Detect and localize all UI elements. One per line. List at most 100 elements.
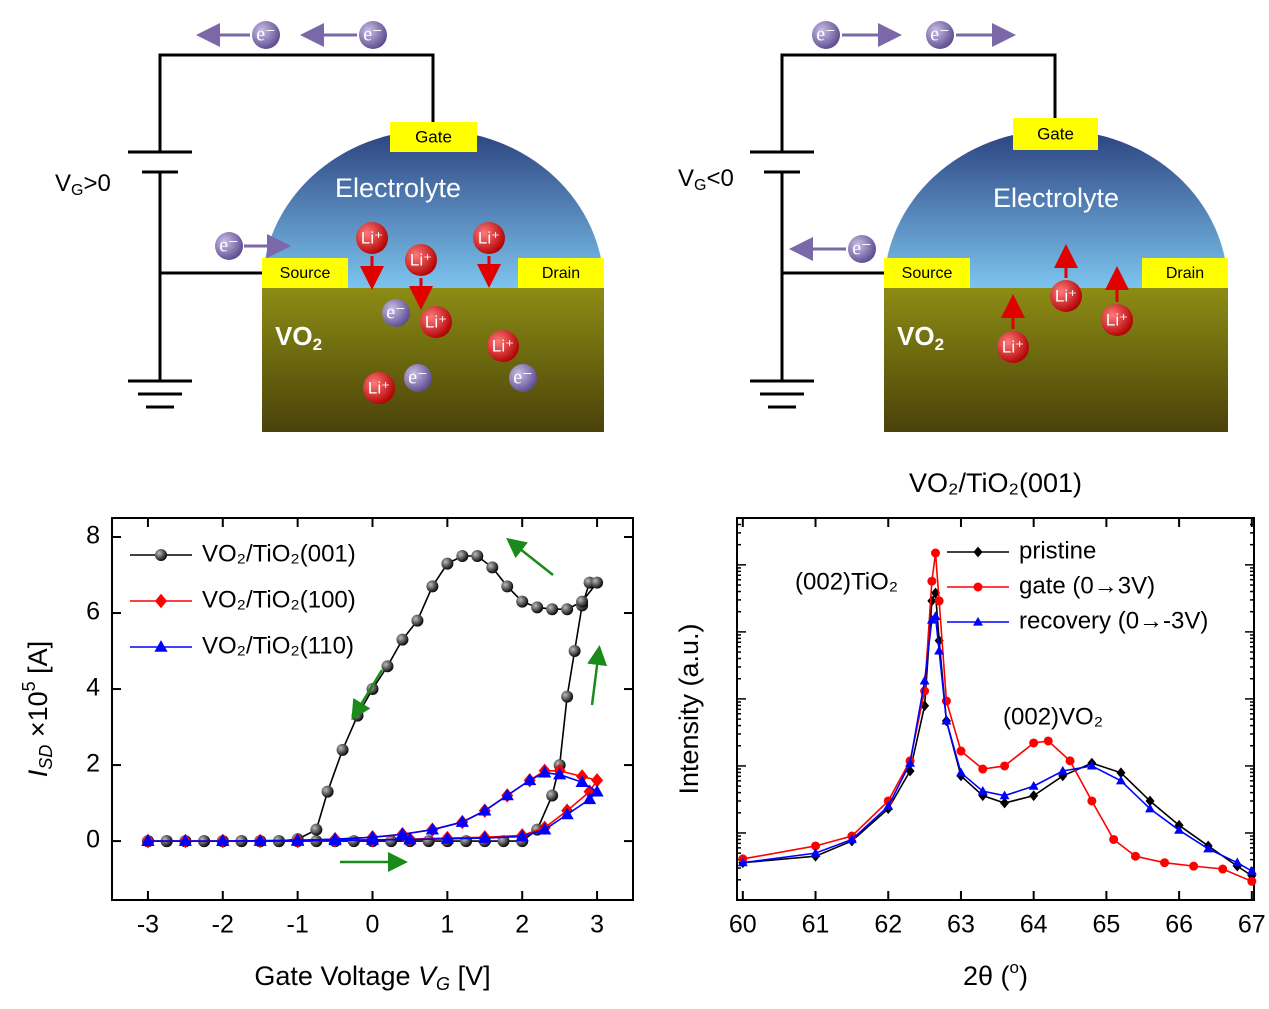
point xyxy=(1029,790,1039,802)
point xyxy=(426,580,439,593)
point xyxy=(1086,760,1097,770)
point xyxy=(1174,825,1185,834)
bias-label: VG<0 xyxy=(678,165,734,194)
point xyxy=(560,807,574,820)
gate-label: Gate xyxy=(415,127,452,146)
y-axis-label: ISD ×105 [A] xyxy=(19,641,56,777)
point xyxy=(546,789,559,802)
vo2-film xyxy=(884,288,1228,432)
point xyxy=(471,550,484,563)
x-tick-label: -2 xyxy=(212,911,234,939)
film-label-part: 2 xyxy=(313,335,322,354)
x-tick-label: 60 xyxy=(729,911,757,939)
y-axis-label-part: ×10 xyxy=(23,691,53,744)
drain-label: Drain xyxy=(542,265,580,282)
y-axis-label-part: 5 xyxy=(19,681,39,691)
point xyxy=(553,767,567,780)
y-tick-label: 4 xyxy=(86,674,100,702)
point xyxy=(403,832,417,845)
bias-label-part: >0 xyxy=(83,170,110,197)
point xyxy=(178,834,192,846)
electrolyte xyxy=(884,130,1228,288)
ion-label: Li⁺ xyxy=(361,228,383,247)
y-axis-label-part: SD xyxy=(36,745,56,770)
electron xyxy=(509,364,537,392)
point xyxy=(396,633,409,646)
sweep-arrow xyxy=(351,669,384,721)
point xyxy=(810,847,821,857)
electron xyxy=(359,21,387,49)
point xyxy=(523,773,537,786)
bias-label-part: G xyxy=(71,182,83,199)
li-ion xyxy=(1050,280,1082,312)
y-axis-label: Intensity (a.u.) xyxy=(674,623,704,794)
x-tick-label: 65 xyxy=(1092,911,1120,939)
electrolyte-label: Electrolyte xyxy=(993,183,1119,213)
source-pad xyxy=(262,258,348,288)
point xyxy=(978,764,988,774)
point xyxy=(1232,857,1243,867)
point xyxy=(811,841,821,851)
film-label-part: VO xyxy=(897,321,935,351)
electron-label: e⁻ xyxy=(219,235,238,257)
point xyxy=(155,549,167,561)
point xyxy=(956,746,966,756)
x-axis-label-part: [V] xyxy=(450,961,491,991)
point xyxy=(1087,796,1097,806)
bias-label-part: V xyxy=(55,170,71,197)
point xyxy=(1065,756,1075,766)
y-axis-label-part: I xyxy=(23,769,53,777)
point xyxy=(546,603,559,616)
series xyxy=(738,548,1257,886)
point xyxy=(973,546,983,558)
annotation: (002)TiO₂ xyxy=(795,568,898,595)
point xyxy=(1160,858,1170,868)
point xyxy=(291,833,305,846)
film-label-part: 2 xyxy=(935,335,944,354)
point xyxy=(883,801,894,810)
drain-pad xyxy=(518,258,604,288)
point xyxy=(1043,736,1053,746)
electron-label: e⁻ xyxy=(363,24,382,46)
point xyxy=(440,831,454,844)
x-tick-label: 63 xyxy=(947,911,975,939)
li-ion xyxy=(420,306,452,338)
ion-label: Li⁺ xyxy=(492,336,514,355)
point xyxy=(934,645,945,655)
ion-label: Li⁺ xyxy=(425,312,447,331)
point xyxy=(1218,864,1228,874)
point xyxy=(310,823,323,836)
x-tick-label: 61 xyxy=(802,911,830,939)
point xyxy=(478,803,492,816)
drain-label: Drain xyxy=(1166,265,1204,282)
point xyxy=(561,690,574,703)
electron-label: e⁻ xyxy=(386,302,405,324)
point xyxy=(1145,803,1155,813)
point xyxy=(576,595,589,608)
point xyxy=(934,596,944,606)
point xyxy=(515,829,529,842)
film-label-part: VO xyxy=(275,321,313,351)
source-label: Source xyxy=(902,265,953,282)
point xyxy=(1000,761,1010,771)
point xyxy=(956,767,966,777)
x-axis-label-part: Gate Voltage xyxy=(254,961,418,991)
x-axis-label-part: 2θ ( xyxy=(963,961,1010,991)
electron-label: e⁻ xyxy=(256,24,275,46)
series xyxy=(737,611,1257,875)
point xyxy=(1145,795,1155,807)
point xyxy=(478,831,492,843)
point xyxy=(455,815,469,827)
film-label: VO2 xyxy=(275,321,322,355)
point xyxy=(931,548,941,558)
legend-label: recovery (0→-3V) xyxy=(1019,607,1208,634)
li-ion xyxy=(997,331,1029,363)
wire xyxy=(158,53,435,152)
point xyxy=(516,595,529,608)
electrolyte xyxy=(262,130,604,288)
point xyxy=(422,835,435,848)
point xyxy=(1189,861,1199,871)
wire xyxy=(780,172,884,380)
x-axis-label-part: V xyxy=(418,961,439,991)
point xyxy=(154,640,168,652)
